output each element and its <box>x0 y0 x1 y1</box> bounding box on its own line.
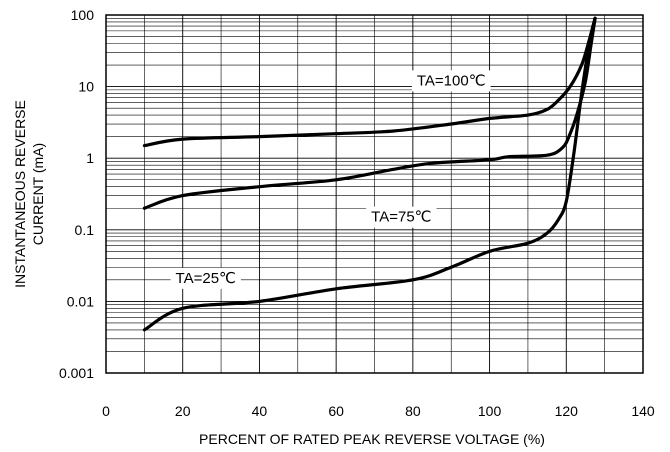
x-tick-label: 120 <box>555 403 579 419</box>
y-tick-label: 100 <box>71 7 95 23</box>
series-group <box>142 16 597 332</box>
annotation-label: TA=75℃ <box>371 209 431 226</box>
x-tick-label: 20 <box>175 403 191 419</box>
y-tick-label: 0.1 <box>75 222 95 238</box>
plot-frame <box>105 14 644 374</box>
y-tick-label: 10 <box>78 79 94 95</box>
annotation-1: TA=100℃ <box>411 70 491 92</box>
y-axis-title-line-2: CURRENT (mA) <box>30 143 46 245</box>
x-tick-label: 100 <box>478 403 502 419</box>
annotation-background <box>411 70 491 92</box>
x-tick-labels: 0 20 40 60 80 100 120 140 <box>102 403 655 419</box>
x-tick-label: 40 <box>252 403 268 419</box>
annotation-label: TA=25℃ <box>176 270 236 287</box>
y-tick-label: 0.01 <box>67 293 94 309</box>
x-tick-label: 140 <box>631 403 655 419</box>
series-line-3 <box>142 16 597 332</box>
x-tick-label: 80 <box>405 403 421 419</box>
annotation-label: TA=100℃ <box>417 72 486 89</box>
y-tick-label: 1 <box>86 150 94 166</box>
x-tick-label: 60 <box>328 403 344 419</box>
annotation-2: TA=75℃ <box>366 206 437 228</box>
annotation-group: TA=100℃ TA=75℃ TA=25℃ <box>170 70 491 289</box>
annotation-3: TA=25℃ <box>170 267 241 289</box>
y-axis-title: INSTANTANEOUS REVERSE CURRENT (mA) <box>12 100 46 288</box>
annotation-background <box>366 206 437 228</box>
x-axis-title: PERCENT OF RATED PEAK REVERSE VOLTAGE (%… <box>199 431 545 447</box>
y-tick-labels: 0.001 0.01 0.1 1 10 100 <box>59 7 94 381</box>
y-tick-label: 0.001 <box>59 365 94 381</box>
annotation-background <box>170 267 241 289</box>
series-line-1 <box>142 16 597 148</box>
y-axis-title-line-1: INSTANTANEOUS REVERSE <box>12 100 28 288</box>
x-tick-label: 0 <box>102 403 110 419</box>
